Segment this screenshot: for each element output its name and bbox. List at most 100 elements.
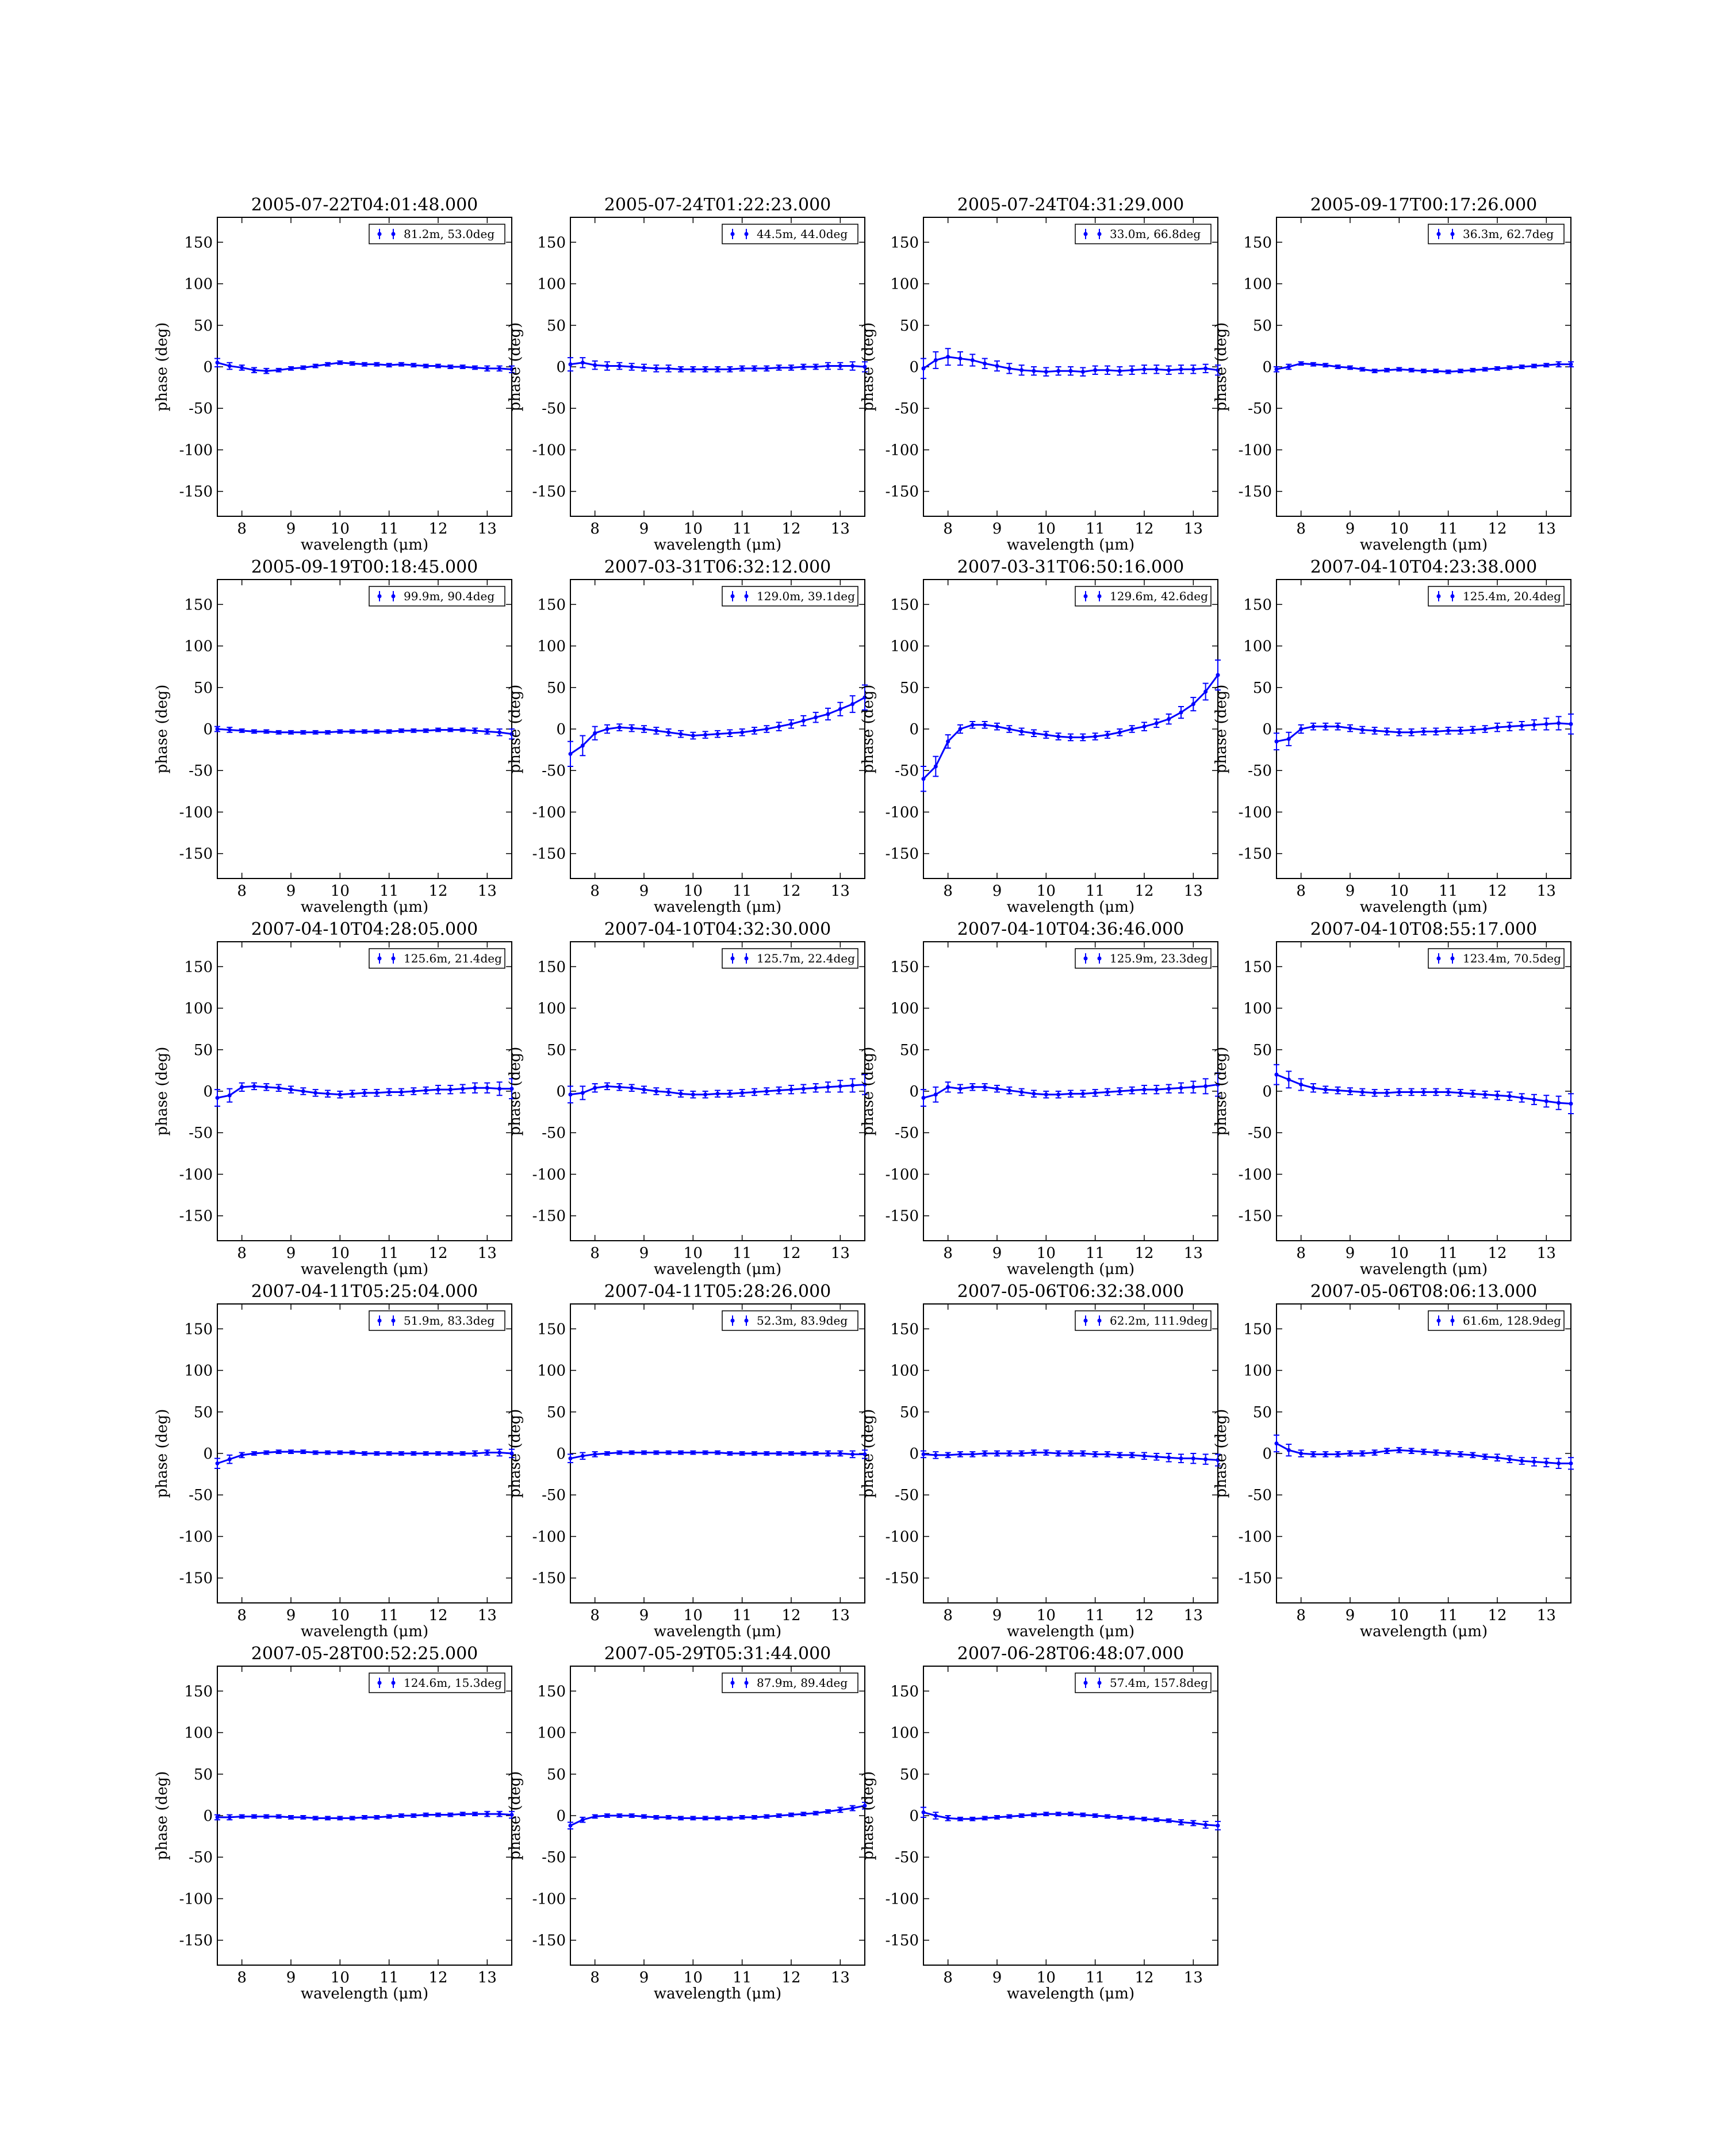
data-point — [958, 1817, 963, 1821]
legend-marker-point — [1083, 594, 1088, 599]
data-point — [1191, 702, 1195, 707]
data-point — [814, 365, 818, 369]
data-point — [789, 1813, 793, 1817]
x-tick-label: 12 — [781, 1607, 800, 1624]
data-point — [301, 1089, 305, 1094]
data-point — [703, 1092, 708, 1097]
data-point — [630, 1085, 634, 1090]
x-axis-label: wavelength (μm) — [1360, 1623, 1488, 1640]
x-tick-label: 11 — [1086, 520, 1105, 538]
x-tick-label: 8 — [590, 1969, 600, 1986]
data-point — [1299, 361, 1304, 366]
x-tick-label: 11 — [1439, 1245, 1458, 1262]
y-tick-label: -50 — [895, 400, 919, 417]
legend-marker-point — [1083, 232, 1088, 236]
data-point — [1458, 728, 1463, 733]
data-point — [1068, 1091, 1073, 1096]
y-tick-label: -100 — [885, 442, 919, 459]
subplot-title: 2007-06-28T06:48:07.000 — [957, 1644, 1184, 1664]
y-tick-label: -100 — [1239, 1166, 1272, 1183]
data-point — [727, 731, 732, 735]
y-tick-label: 50 — [900, 1042, 919, 1059]
data-point — [264, 1814, 269, 1819]
data-point — [1191, 1821, 1195, 1825]
x-tick-label: 10 — [331, 1969, 350, 1986]
data-point — [227, 1093, 232, 1098]
data-point — [277, 368, 281, 373]
y-axis-label: phase (deg) — [507, 1047, 524, 1136]
subplot-title: 2007-04-11T05:25:04.000 — [251, 1282, 478, 1302]
legend-marker-point — [1083, 956, 1088, 961]
data-point — [946, 1085, 950, 1089]
data-point — [1068, 735, 1073, 739]
data-point — [691, 1816, 695, 1820]
data-point — [227, 1457, 232, 1461]
data-point — [1203, 1457, 1208, 1461]
y-tick-label: -150 — [885, 1570, 919, 1587]
data-point — [801, 1812, 806, 1816]
y-axis-label: phase (deg) — [1213, 1047, 1230, 1136]
data-point — [1433, 729, 1438, 734]
data-point — [289, 1449, 293, 1454]
data-point — [1130, 1453, 1134, 1457]
data-point — [350, 1451, 355, 1455]
x-tick-label: 8 — [1296, 1245, 1306, 1262]
data-point — [264, 1085, 269, 1089]
data-point — [862, 1452, 867, 1456]
legend-marker-point — [1450, 1318, 1455, 1323]
x-axis-label: wavelength (μm) — [301, 536, 428, 554]
data-point — [1569, 1102, 1573, 1106]
x-axis-label: wavelength (μm) — [1007, 1623, 1134, 1640]
x-tick-label: 13 — [1537, 883, 1556, 900]
y-tick-label: -100 — [532, 442, 566, 459]
data-point — [497, 1812, 502, 1816]
data-point — [862, 365, 867, 369]
y-tick-label: 150 — [890, 1321, 919, 1338]
subplot-16: 2007-05-06T08:06:13.000 8 9 10 11 12 13 -150 -10… — [1213, 1282, 1574, 1640]
data-point — [777, 1813, 781, 1818]
y-axis-label: phase (deg) — [860, 685, 877, 774]
data-point — [921, 1096, 926, 1100]
x-tick-label: 9 — [286, 520, 296, 538]
legend-marker-point — [1436, 1318, 1441, 1323]
y-tick-label: 0 — [203, 721, 213, 738]
legend-marker-point — [377, 1681, 382, 1685]
data-point — [1421, 1089, 1426, 1094]
data-point — [983, 723, 987, 727]
subplot-5: 2005-09-19T00:18:45.000 8 9 10 11 12 13 -150 -10… — [154, 557, 515, 916]
data-point — [436, 1813, 440, 1817]
legend-marker-point — [391, 956, 396, 961]
data-point — [497, 366, 502, 371]
data-point — [958, 727, 963, 731]
legend-marker-point — [730, 232, 735, 236]
data-point — [1507, 724, 1512, 729]
y-tick-label: 150 — [184, 234, 213, 251]
x-axis-label: wavelength (μm) — [301, 1623, 428, 1640]
data-point — [509, 1451, 514, 1456]
y-tick-label: 100 — [1243, 1363, 1272, 1380]
x-tick-label: 12 — [428, 520, 447, 538]
y-tick-label: 0 — [203, 1083, 213, 1100]
data-point — [1007, 1451, 1011, 1456]
axes-frame — [923, 579, 1218, 879]
x-axis-label: wavelength (μm) — [1360, 899, 1488, 916]
y-tick-label: 0 — [1262, 359, 1272, 376]
x-tick-label: 11 — [379, 1969, 398, 1986]
y-tick-label: -50 — [542, 400, 566, 417]
data-point — [497, 730, 502, 735]
data-point — [387, 1814, 392, 1819]
y-tick-label: 100 — [1243, 1000, 1272, 1018]
x-axis-label: wavelength (μm) — [1360, 1261, 1488, 1278]
x-tick-label: 10 — [1390, 1245, 1409, 1262]
data-point — [777, 724, 781, 729]
data-point — [325, 1451, 330, 1455]
data-point — [338, 1092, 342, 1097]
data-point — [630, 1451, 634, 1455]
data-point — [1569, 362, 1573, 367]
data-point — [1557, 1100, 1561, 1105]
y-tick-label: 0 — [556, 721, 566, 738]
data-point — [691, 1451, 695, 1455]
data-point — [703, 367, 708, 371]
data-point — [1336, 365, 1340, 369]
data-point — [1323, 1452, 1328, 1456]
